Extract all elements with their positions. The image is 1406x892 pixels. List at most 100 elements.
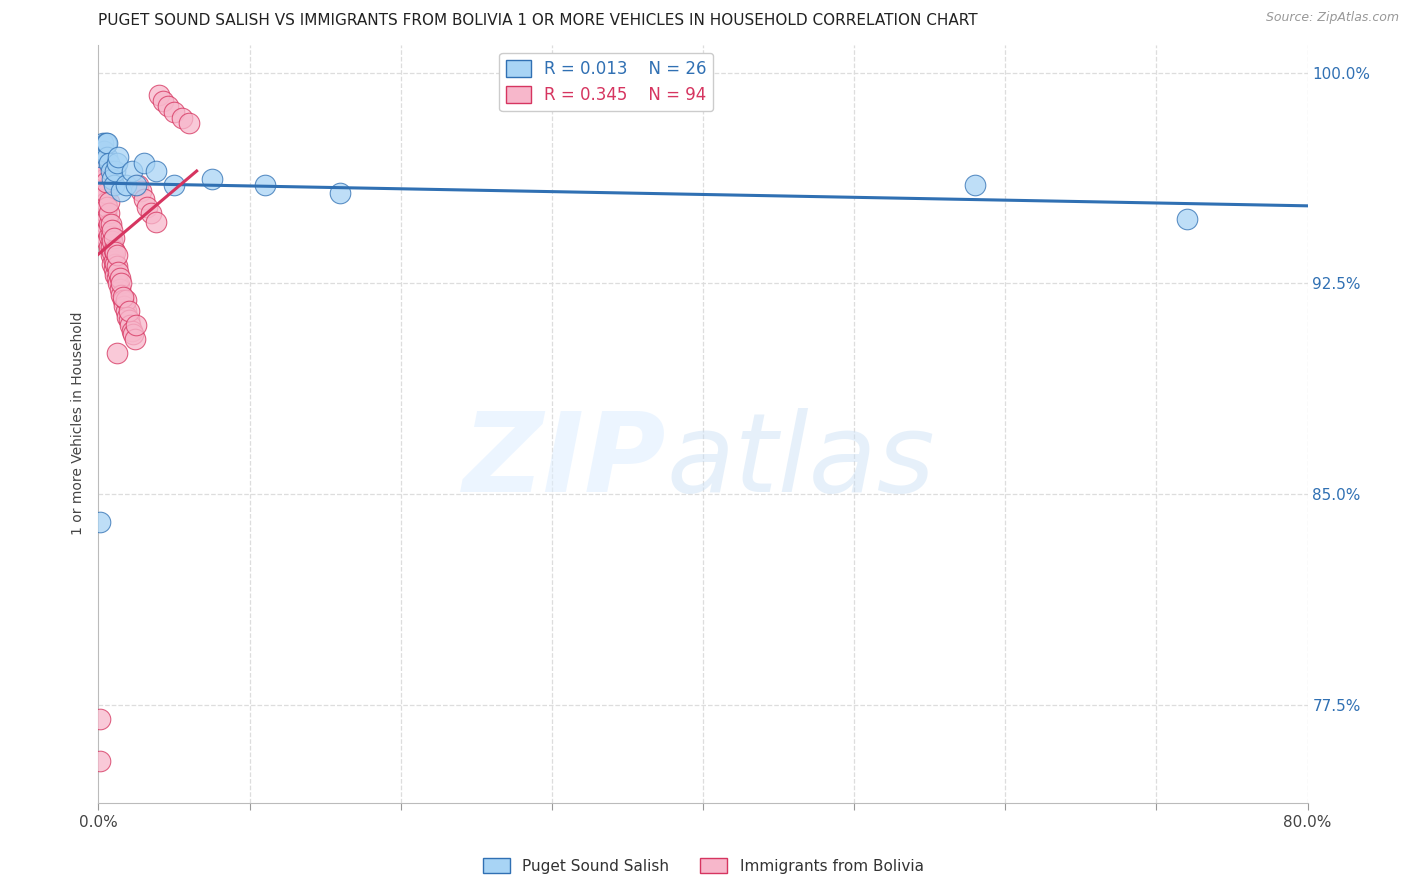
Text: atlas: atlas — [666, 409, 935, 515]
Point — [122, 326, 145, 341]
Point — [98, 217, 121, 231]
Point — [94, 228, 117, 243]
Point — [94, 175, 117, 189]
Text: Source: ZipAtlas.com: Source: ZipAtlas.com — [1265, 11, 1399, 24]
Point — [91, 214, 114, 228]
Point — [104, 257, 127, 271]
Point — [93, 172, 115, 186]
Point — [93, 220, 115, 235]
Point — [90, 145, 112, 159]
Point — [96, 223, 118, 237]
Point — [90, 192, 112, 206]
Point — [107, 150, 129, 164]
Point — [105, 248, 128, 262]
Point — [179, 116, 201, 130]
Point — [112, 299, 135, 313]
Point — [108, 270, 131, 285]
Point — [110, 277, 132, 291]
Point — [115, 310, 138, 324]
Point — [103, 243, 125, 257]
Point — [91, 136, 114, 150]
Point — [103, 262, 125, 277]
Point — [90, 158, 112, 172]
Point — [91, 169, 114, 184]
Point — [105, 346, 128, 360]
Point — [152, 94, 174, 108]
Point — [100, 217, 122, 231]
Point — [94, 136, 117, 150]
Point — [145, 214, 167, 228]
Point — [90, 150, 112, 164]
Point — [90, 206, 112, 220]
Point — [108, 282, 131, 296]
Point — [103, 178, 125, 192]
Point — [96, 150, 118, 164]
Point — [121, 324, 143, 338]
Point — [101, 257, 124, 271]
Point — [98, 155, 121, 169]
Point — [104, 268, 127, 282]
Point — [91, 189, 114, 203]
Point — [89, 754, 111, 768]
Point — [94, 186, 117, 201]
Point — [91, 206, 114, 220]
Legend: R = 0.013    N = 26, R = 0.345    N = 94: R = 0.013 N = 26, R = 0.345 N = 94 — [499, 53, 713, 111]
Point — [110, 184, 132, 198]
Point — [101, 234, 124, 248]
Point — [125, 318, 148, 333]
Point — [124, 333, 146, 347]
Point — [91, 155, 114, 169]
Point — [107, 265, 129, 279]
Point — [118, 304, 141, 318]
Point — [141, 206, 163, 220]
Point — [118, 313, 141, 327]
Point — [96, 136, 118, 150]
Point — [89, 712, 111, 726]
Point — [100, 248, 122, 262]
Point — [120, 318, 142, 333]
Point — [127, 178, 149, 192]
Point — [89, 192, 111, 206]
Point — [91, 150, 114, 164]
Point — [94, 206, 117, 220]
Point — [89, 515, 111, 529]
Point — [156, 99, 179, 113]
Point — [132, 192, 155, 206]
Point — [170, 111, 193, 125]
Point — [93, 184, 115, 198]
Point — [98, 206, 121, 220]
Point — [111, 290, 134, 304]
Point — [329, 186, 352, 201]
Point — [253, 178, 276, 192]
Point — [100, 240, 122, 254]
Point — [103, 231, 125, 245]
Point — [110, 287, 132, 301]
Text: ZIP: ZIP — [463, 409, 666, 515]
Point — [89, 169, 111, 184]
Point — [114, 293, 136, 307]
Point — [91, 178, 114, 192]
Point — [101, 172, 124, 186]
Point — [129, 184, 152, 198]
Point — [104, 164, 127, 178]
Point — [1175, 211, 1198, 226]
Point — [91, 161, 114, 176]
Point — [965, 178, 987, 192]
Point — [163, 178, 186, 192]
Point — [93, 164, 115, 178]
Legend: Puget Sound Salish, Immigrants from Bolivia: Puget Sound Salish, Immigrants from Boli… — [477, 852, 929, 880]
Point — [89, 150, 111, 164]
Point — [90, 150, 112, 164]
Point — [96, 234, 118, 248]
Point — [98, 240, 121, 254]
Point — [132, 155, 155, 169]
Point — [96, 211, 118, 226]
Point — [93, 145, 115, 159]
Point — [94, 217, 117, 231]
Point — [104, 245, 127, 260]
Point — [105, 260, 128, 274]
Point — [93, 203, 115, 218]
Point — [148, 88, 170, 103]
Point — [101, 245, 124, 260]
Point — [98, 228, 121, 243]
